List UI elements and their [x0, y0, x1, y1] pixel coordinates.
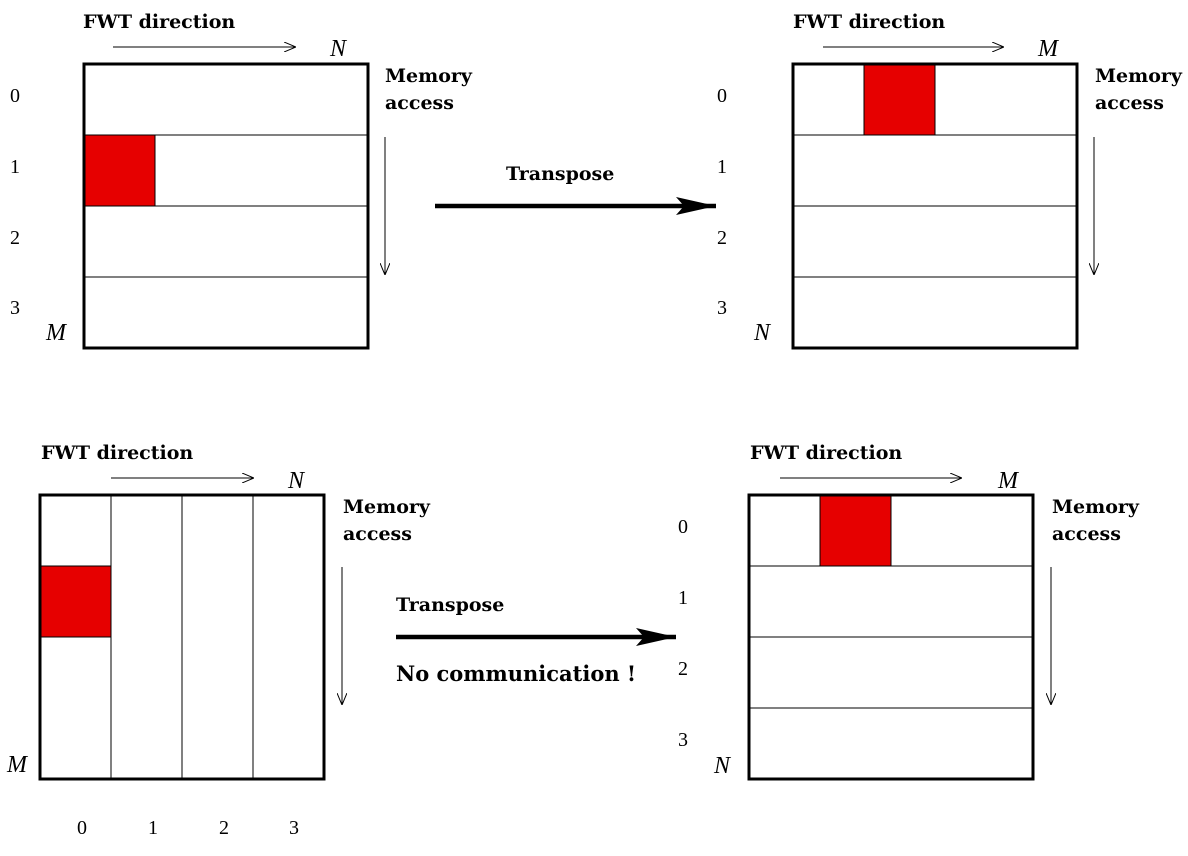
row-index-label: 3: [10, 297, 20, 319]
panel-bottom-right: FWT direction M 0 1 2 3 N Memory access: [678, 442, 1140, 781]
column-index-label: 2: [219, 817, 229, 839]
side-variable: M: [45, 320, 68, 346]
fwt-variable: N: [287, 468, 306, 494]
memory-access-label: Memory: [385, 65, 473, 87]
row-index-label: 2: [10, 227, 20, 249]
side-variable: N: [753, 320, 772, 346]
panel-bottom-left: FWT direction N 0 1 2 3 M Memory access: [6, 442, 431, 839]
row-index-label: 0: [10, 85, 20, 107]
memory-access-label: Memory: [343, 496, 431, 518]
memory-access-label: access: [385, 92, 454, 114]
transform-top: Transpose: [435, 163, 716, 215]
row-index-label: 3: [678, 729, 688, 751]
no-communication-note: No communication !: [396, 661, 636, 686]
highlight-block: [819, 494, 892, 567]
fwt-variable: M: [1037, 36, 1060, 62]
matrix-frame: [82, 62, 370, 350]
highlight-block: [863, 63, 936, 136]
memory-access-label: access: [1095, 92, 1164, 114]
fwt-direction-label: FWT direction: [750, 442, 902, 464]
fwt-direction-label: FWT direction: [793, 11, 945, 33]
memory-access-label: access: [343, 523, 412, 545]
memory-access-label: access: [1052, 523, 1121, 545]
column-index-label: 0: [77, 817, 87, 839]
memory-access-label: Memory: [1052, 496, 1140, 518]
row-index-label: 2: [717, 227, 727, 249]
highlight-block: [83, 134, 156, 207]
row-index-label: 1: [10, 156, 20, 178]
transpose-label: Transpose: [506, 163, 614, 185]
row-index-label: 1: [717, 156, 727, 178]
row-index-label: 3: [717, 297, 727, 319]
row-index-label: 0: [678, 516, 688, 538]
matrix-frame: [747, 493, 1035, 781]
side-variable: M: [6, 752, 29, 778]
fwt-direction-label: FWT direction: [83, 11, 235, 33]
column-index-label: 1: [148, 817, 158, 839]
memory-access-label: Memory: [1095, 65, 1183, 87]
panel-top-left: FWT direction N 0 1 2 3 M Memory access: [10, 11, 473, 350]
column-index-label: 3: [289, 817, 299, 839]
fwt-direction-label: FWT direction: [41, 442, 193, 464]
matrix-frame: [791, 62, 1079, 350]
row-index-label: 0: [717, 85, 727, 107]
highlight-block: [39, 565, 112, 638]
fwt-variable: M: [997, 468, 1020, 494]
fwt-variable: N: [329, 36, 348, 62]
matrix-frame: [38, 493, 326, 781]
transpose-label: Transpose: [396, 594, 504, 616]
row-index-label: 1: [678, 587, 688, 609]
transform-bottom: Transpose No communication !: [396, 594, 676, 686]
side-variable: N: [713, 753, 732, 779]
panel-top-right: FWT direction M 0 1 2 3 N Memory access: [717, 11, 1183, 350]
row-index-label: 2: [678, 658, 688, 680]
